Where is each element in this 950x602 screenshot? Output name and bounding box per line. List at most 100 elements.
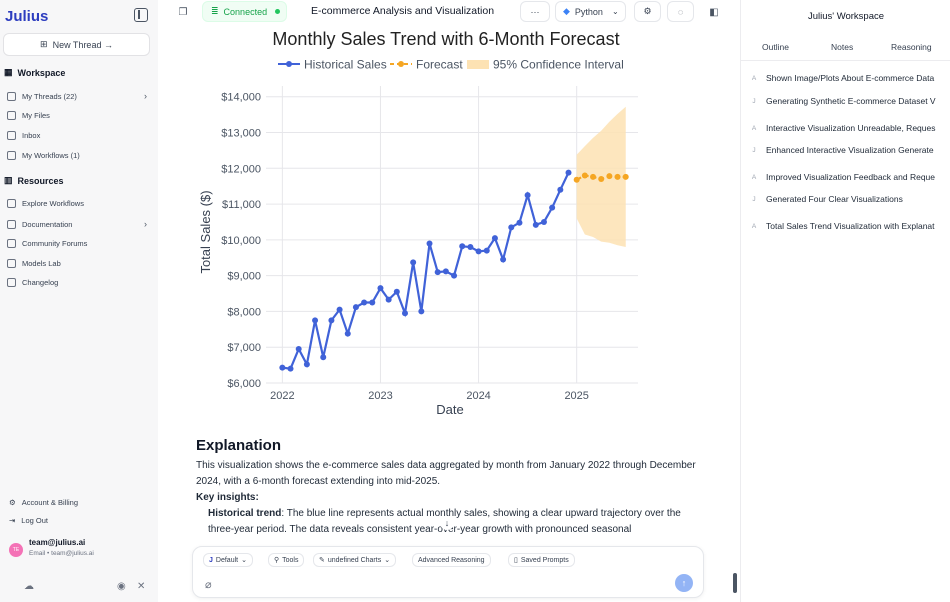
y-tick-label: $9,000 (227, 271, 261, 283)
legend-ci-label[interactable]: 95% Confidence Interval (493, 58, 624, 72)
charts-chip[interactable]: ✎ undefined Charts ⌄ (313, 553, 397, 567)
connection-status[interactable]: ≣ Connected (202, 1, 287, 22)
y-tick-label: $11,000 (222, 199, 261, 211)
settings-button[interactable]: ⚙ (634, 1, 661, 22)
historical-sales-point (410, 259, 417, 266)
feedback-button[interactable]: ◌ (667, 1, 694, 22)
chevron-down-icon: ⌄ (241, 557, 247, 564)
historical-sales-point (303, 361, 310, 368)
x-icon[interactable]: ✕ (137, 581, 146, 592)
copy-icon[interactable]: ❐ (178, 6, 188, 18)
sidebar-item-changelog[interactable]: Changelog (7, 278, 147, 287)
outline-item[interactable]: A Shown Image/Plots About E-commerce Data (751, 73, 935, 83)
chevron-right-icon[interactable]: › (144, 91, 147, 101)
chart-grid (266, 86, 638, 384)
sidebar-item-models-lab[interactable]: Models Lab (7, 259, 147, 268)
account-name: team@julius.ai (29, 538, 86, 547)
legend-forecast-label[interactable]: Forecast (416, 58, 463, 72)
sidebar-item-documentation[interactable]: Documentation › (7, 219, 147, 229)
historical-sales-point (320, 354, 327, 361)
historical-sales-point (508, 224, 515, 231)
wrench-icon: ⚲ (274, 557, 280, 564)
tab-divider (741, 60, 950, 61)
legend-ci-swatch (467, 60, 489, 69)
historical-sales-point (312, 317, 319, 324)
x-tick-label: 2024 (466, 390, 490, 402)
sidebar-item-community-forums[interactable]: Community Forums (7, 239, 147, 248)
trend-icon (7, 199, 16, 208)
outline-item[interactable]: A Total Sales Trend Visualization with Ex… (751, 221, 935, 231)
outline-item[interactable]: J Generating Synthetic E-commerce Dataset… (752, 96, 936, 106)
tab-outline[interactable]: Outline (762, 42, 789, 52)
language-select[interactable]: ◆ Python ⌄ (555, 1, 626, 22)
scrollbar-thumb[interactable] (733, 573, 737, 593)
gear-icon: ⚙ (643, 6, 652, 16)
x-tick-label: 2025 (564, 390, 588, 402)
legend-historical-label[interactable]: Historical Sales (304, 58, 387, 72)
outline-item[interactable]: J Generated Four Clear Visualizations (752, 194, 903, 204)
sidebar-item-my-threads[interactable]: My Threads (22) › (7, 91, 147, 101)
flask-icon (7, 259, 16, 268)
android-icon[interactable]: ☁ (24, 581, 34, 592)
thread-title[interactable]: E-commerce Analysis and Visualization (311, 5, 495, 17)
message-icon: ◌ (677, 6, 684, 17)
historical-sales-point (491, 235, 498, 242)
avatar[interactable]: TE (9, 543, 23, 557)
status-dot (275, 9, 281, 14)
historical-sales-point (434, 269, 441, 276)
logout-icon: ⇥ (9, 516, 16, 525)
historical-sales-point (295, 346, 302, 353)
new-thread-icon: ⊞ (40, 39, 48, 49)
y-tick-label: $8,000 (227, 306, 261, 318)
julius-logo[interactable]: Julius (5, 8, 49, 25)
scroll-down-icon[interactable]: ↓ (440, 516, 454, 530)
historical-sales-point (532, 221, 539, 228)
more-options-button[interactable]: ··· (520, 1, 550, 22)
historical-sales-point (540, 218, 547, 225)
attach-icon[interactable]: ⌀ (205, 579, 212, 591)
historical-sales-point (426, 240, 433, 247)
chevron-down-icon: ⌄ (384, 557, 391, 564)
historical-sales-point (500, 256, 507, 263)
workspace-section-title: ▦ Workspace (4, 67, 66, 78)
legend-historical-marker (286, 61, 292, 67)
historical-sales-point (401, 310, 408, 317)
sidebar-item-my-workflows[interactable]: My Workflows (1) (7, 151, 147, 160)
historical-sales-point (475, 248, 482, 255)
advanced-reasoning-chip[interactable]: Advanced Reasoning (412, 553, 491, 567)
saved-prompts-chip[interactable]: ▯ Saved Prompts (508, 553, 575, 567)
outline-item[interactable]: A Improved Visualization Feedback and Req… (751, 172, 936, 182)
explanation-paragraph: This visualization shows the e-commerce … (196, 460, 696, 487)
tools-chip[interactable]: ⚲ Tools (268, 553, 305, 567)
account-email: Email • team@julius.ai (29, 550, 94, 557)
resources-section-title: ▥ Resources (4, 175, 64, 186)
bookmark-icon: ▯ (514, 557, 518, 564)
account-billing-link[interactable]: ⚙ Account & Billing (9, 498, 79, 507)
historical-sales-point (377, 285, 384, 292)
chevron-right-icon[interactable]: › (144, 219, 147, 229)
sidebar-item-my-files[interactable]: My Files (7, 111, 147, 120)
chat-input-box[interactable]: J Default ⌄ ⚲ Tools ✎ undefined Charts ⌄… (192, 546, 704, 598)
collapse-sidebar-icon[interactable] (134, 8, 148, 22)
outline-item[interactable]: J Enhanced Interactive Visualization Gene… (752, 145, 934, 155)
workflow-icon (7, 151, 16, 160)
tab-notes[interactable]: Notes (831, 42, 854, 52)
outline-item[interactable]: A Interactive Visualization Unreadable, R… (751, 123, 936, 133)
historical-sales-point (344, 330, 351, 337)
discord-icon[interactable]: ◉ (117, 581, 126, 592)
tab-reasoning[interactable]: Reasoning (891, 42, 932, 52)
workspace-panel-title: Julius' Workspace (807, 11, 885, 22)
new-thread-button[interactable]: ⊞ New Thread → (3, 33, 150, 56)
y-tick-label: $12,000 (221, 163, 261, 175)
library-icon: ▥ (4, 175, 13, 185)
historical-sales-point (451, 272, 458, 279)
log-out-link[interactable]: ⇥ Log Out (9, 516, 48, 525)
send-button[interactable]: ↑ (675, 574, 693, 592)
historical-sales-point (418, 308, 425, 315)
y-tick-label: $13,000 (221, 128, 261, 140)
x-tick-label: 2022 (270, 390, 294, 402)
sidebar-item-explore-workflows[interactable]: Explore Workflows (7, 199, 147, 208)
model-select-chip[interactable]: J Default ⌄ (203, 553, 253, 567)
sidebar-item-inbox[interactable]: Inbox (7, 131, 147, 140)
toggle-panel-icon[interactable]: ◧ (709, 6, 719, 18)
